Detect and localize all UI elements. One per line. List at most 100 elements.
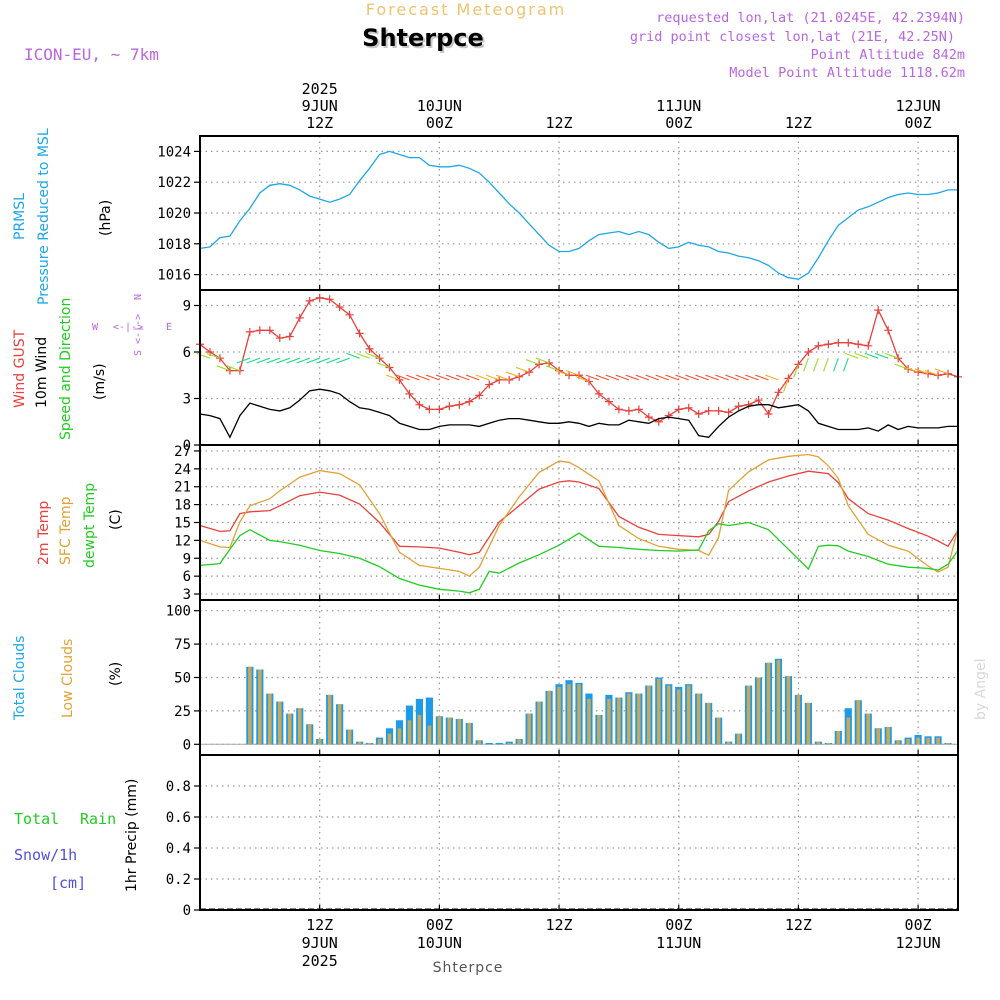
gust-point [694,410,703,418]
model-point-altitude: Model Point Altitude 1118.62m [729,65,965,81]
gust-point [624,406,633,415]
wind-arrow [854,352,869,359]
low-cloud-bar [577,684,581,745]
wind-ytick-label: 0 [183,438,191,454]
low-cloud-bar [916,737,920,745]
wind-arrow [565,369,580,376]
wind-arrow [585,374,600,381]
pressure-ytick-label: 1018 [157,237,191,253]
time-label-bottom: 12Z [785,916,812,934]
wind-arrow [833,358,839,372]
wind-arrow [765,374,779,381]
gust-point [764,410,773,418]
label-speed-direction: Speed and Direction [58,298,74,440]
gust-point [405,389,414,398]
pressure-labels: PRMSL Pressure Reduced to MSL (hPa) [12,128,114,305]
temp-ytick-label: 3 [183,587,191,603]
gust-point [255,326,264,335]
gust-point [814,341,823,350]
label-total: Total [14,810,59,828]
wind-arrow [525,359,540,365]
label-celsius: (C) [108,509,124,530]
label-snow: Snow/1h [14,846,77,864]
gust-point [295,313,304,322]
low-cloud-bar [796,694,801,745]
total-cloud-bar [495,742,503,745]
gust-point [495,375,504,384]
wind-arrow [715,374,729,381]
low-cloud-bar [447,717,452,745]
gust-point [704,406,713,415]
low-cloud-bar [686,685,691,745]
low-cloud-bar [627,693,631,745]
wind-arrow [735,374,749,381]
low-cloud-bar [517,738,521,745]
low-cloud-bar [666,685,671,745]
model-label: ICON-EU, ~ 7km [24,45,159,64]
time-label-bottom: 12Z [546,916,573,934]
gust-point [245,327,254,336]
wind-arrow [336,357,350,364]
low-cloud-bar [816,741,821,745]
low-cloud-bar [377,738,382,745]
time-label-bottom: 2025 [302,952,338,970]
cloud-labels: Total Clouds Low Clouds (%) [12,636,124,721]
wind-arrow [914,368,929,375]
time-label-bottom: 12Z [306,916,333,934]
low-cloud-bar [587,698,591,745]
temp-ytick-label: 6 [183,569,191,585]
time-label-top: 11JUN [656,97,701,115]
wind-arrow [842,358,849,372]
wind-arrow [803,358,809,372]
wind-arrow [416,374,430,381]
low-cloud-bar [597,714,601,745]
low-cloud-bar [467,722,472,745]
low-cloud-bar [277,701,282,745]
wind-arrow [884,352,899,359]
wind-arrow [455,374,470,381]
compass-e: E [166,322,172,333]
gust-point [455,400,464,409]
gust-point [884,326,893,335]
low-cloud-bar [656,678,661,745]
time-label-top: 00Z [426,114,453,132]
label-rain: Rain [80,810,116,828]
wind-arrow [495,374,510,381]
compass-s: S [133,350,144,356]
low-cloud-bar [886,726,890,745]
wind-arrow [376,362,390,369]
gust-point [634,405,643,414]
low-cloud-bar [327,694,332,745]
gust-point [335,303,344,312]
time-label-bottom: 00Z [905,916,932,934]
label-dewpt-temp: dewpt Temp [82,483,98,568]
pressure-ytick-label: 1016 [157,268,191,284]
gust-point [854,340,863,349]
label-pressure-msl: Pressure Reduced to MSL [36,128,52,305]
data-layer [196,150,962,910]
time-label-bottom: 9JUN [302,934,338,952]
pressure-ytick-label: 1022 [157,175,191,191]
wind-arrow [904,366,919,373]
wind-arrow [635,374,650,381]
wind-arrow [555,369,570,376]
gust-point [395,375,404,384]
wind-arrow [505,371,520,378]
low-cloud-bar [547,690,551,745]
precip-frame [199,754,959,911]
gust-point [305,296,314,305]
low-cloud-bar [836,730,841,745]
low-cloud-bar [307,724,312,745]
gust-point [934,371,943,380]
wind-arrow [246,357,261,364]
wind-arrow [864,352,879,359]
wind-arrow [346,352,360,359]
low-cloud-bar [726,741,731,745]
low-cloud-bar [248,666,252,745]
gust-point [525,368,534,377]
precip-labels: Total Rain Snow/1h [cm] 1hr Precip (mm) [14,779,140,892]
time-label-bottom: 12JUN [896,934,941,952]
wind-frame [199,289,959,446]
gust-point [425,405,434,414]
wind-arrow [206,352,221,359]
